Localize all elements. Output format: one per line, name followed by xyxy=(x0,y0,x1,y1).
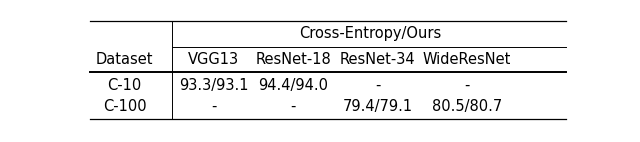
Text: Cross-Entropy/Ours: Cross-Entropy/Ours xyxy=(299,27,442,41)
Text: WideResNet: WideResNet xyxy=(422,52,511,67)
Text: -: - xyxy=(291,99,296,114)
Text: 94.4/94.0: 94.4/94.0 xyxy=(259,78,328,93)
Text: -: - xyxy=(211,99,216,114)
Text: -: - xyxy=(464,78,470,93)
Text: 79.4/79.1: 79.4/79.1 xyxy=(342,99,413,114)
Text: Dataset: Dataset xyxy=(96,52,154,67)
Text: C-100: C-100 xyxy=(103,99,147,114)
Text: C-10: C-10 xyxy=(108,78,142,93)
Text: ResNet-34: ResNet-34 xyxy=(340,52,415,67)
Text: 93.3/93.1: 93.3/93.1 xyxy=(179,78,249,93)
Text: 80.5/80.7: 80.5/80.7 xyxy=(432,99,502,114)
Text: ResNet-18: ResNet-18 xyxy=(255,52,331,67)
Text: -: - xyxy=(375,78,380,93)
Text: VGG13: VGG13 xyxy=(188,52,239,67)
